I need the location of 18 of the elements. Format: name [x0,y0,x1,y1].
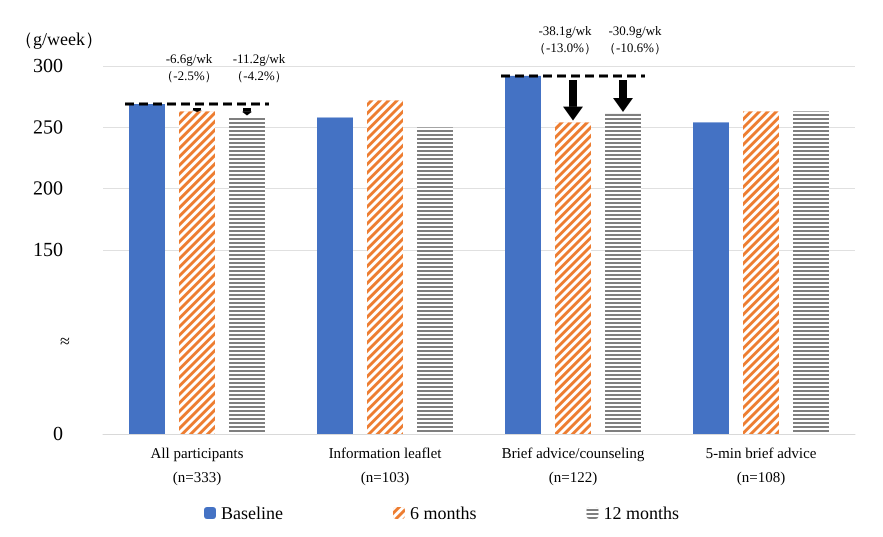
legend-label: 12 months [603,503,680,523]
y-tick-label: 150 [33,239,63,261]
legend-label: 6 months [410,503,476,523]
y-tick-label: 300 [33,55,63,77]
x-tick-label: Information leaflet (n=103) [328,446,442,486]
y-tick-label: 0 [53,423,63,445]
text: -30.9g/wk （-10.6%） [603,22,667,55]
annotation: -6.6g/wk （-2.5%） [160,51,218,84]
text: ≈ [60,331,70,351]
annotation: -11.2g/wk （-4.2%） [230,51,288,84]
y-tick-label: 200 [33,178,63,200]
legend-label: Baseline [221,503,283,523]
y-tick-label: 250 [33,116,63,138]
x-tick-label: Brief advice/counseling (n=122) [502,446,645,486]
x-tick-label: All participants (n=333) [150,446,244,486]
y-axis-title: （g/week） [15,29,103,49]
x-tick-label: 5-min brief advice (n=108) [706,446,817,486]
text: -38.1g/wk （-13.0%） [533,22,597,55]
